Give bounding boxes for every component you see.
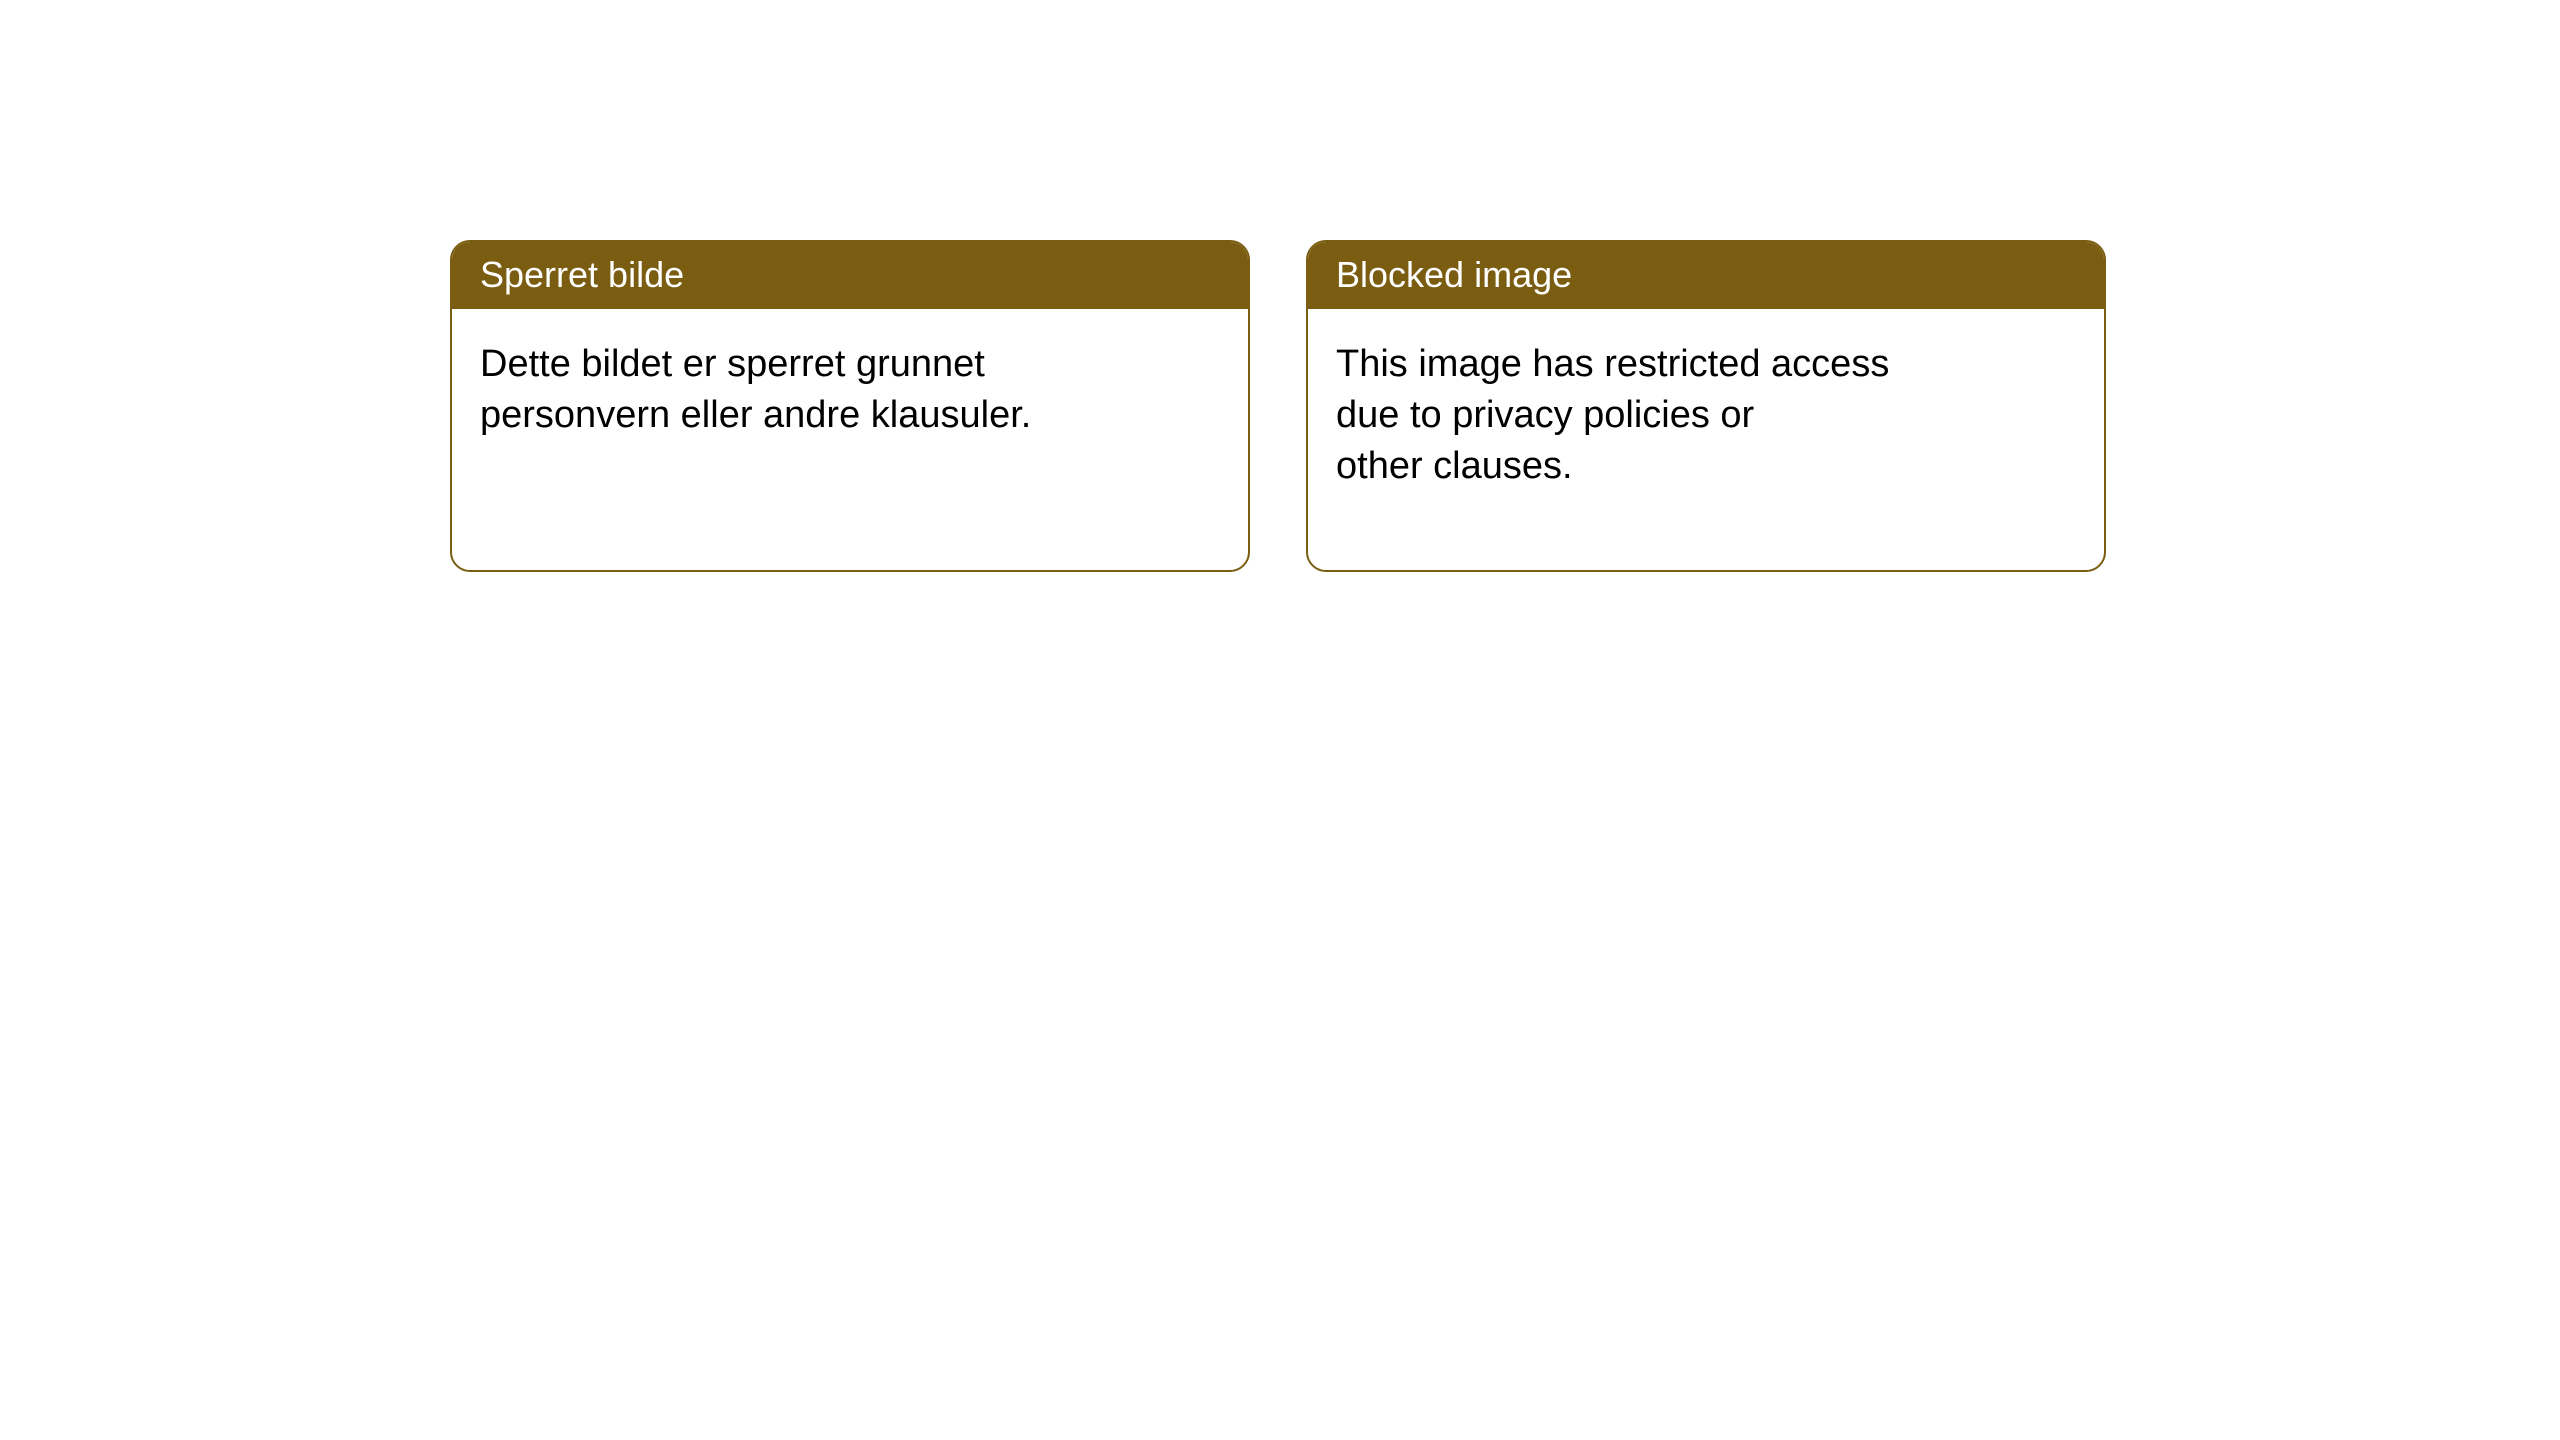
notice-title-english: Blocked image bbox=[1308, 242, 2104, 309]
notice-body-norwegian: Dette bildet er sperret grunnet personve… bbox=[452, 309, 1248, 472]
notice-card-norwegian: Sperret bilde Dette bildet er sperret gr… bbox=[450, 240, 1250, 572]
notice-title-norwegian: Sperret bilde bbox=[452, 242, 1248, 309]
notice-body-english: This image has restricted access due to … bbox=[1308, 309, 2104, 523]
notice-container: Sperret bilde Dette bildet er sperret gr… bbox=[0, 0, 2560, 572]
notice-card-english: Blocked image This image has restricted … bbox=[1306, 240, 2106, 572]
